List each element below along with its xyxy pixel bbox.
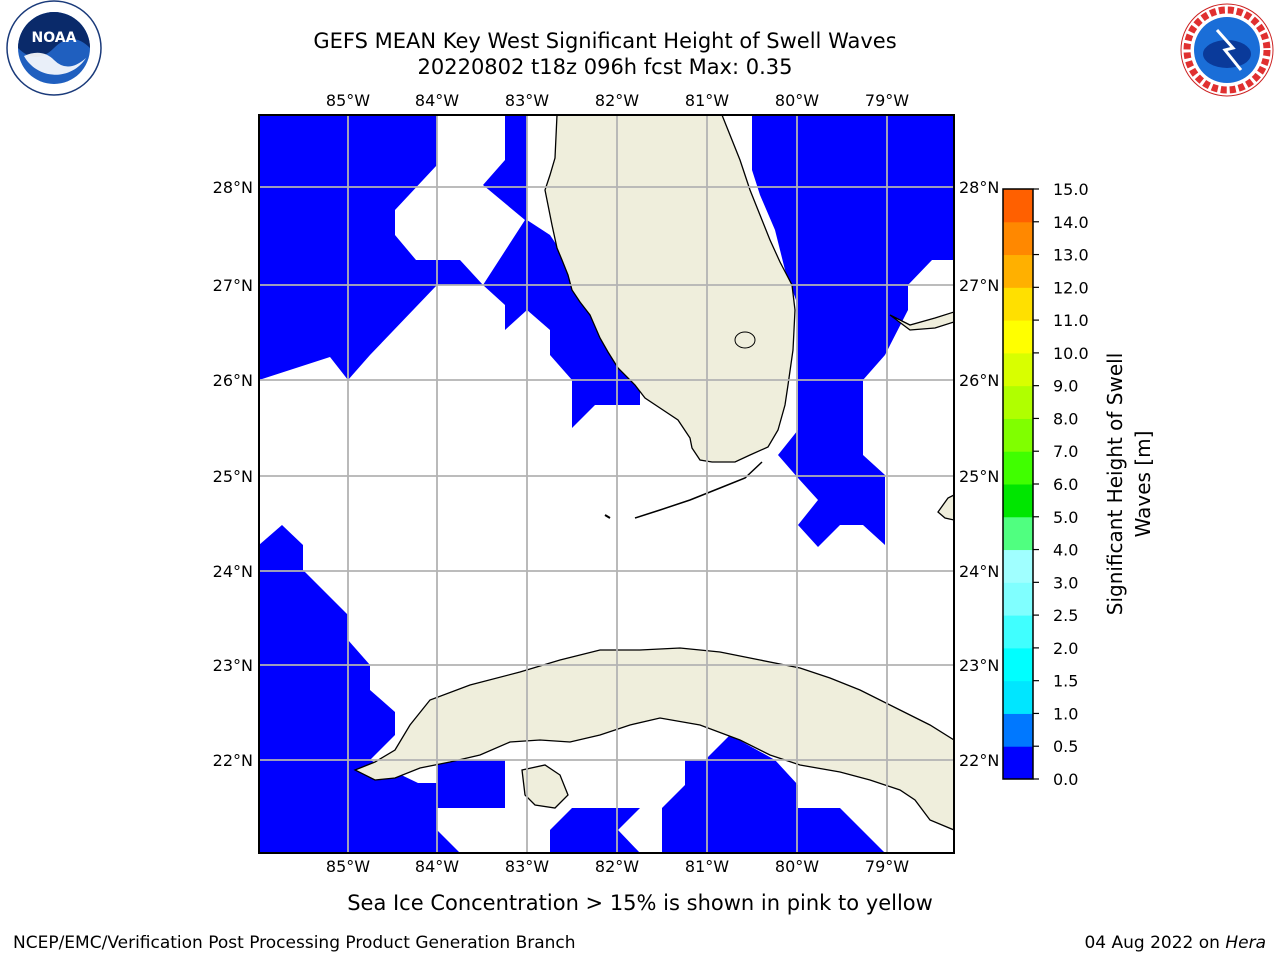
colorbar-segment <box>1003 254 1033 288</box>
lon-label: 79°W <box>865 91 909 110</box>
lat-label: 22°N <box>959 751 999 770</box>
lat-label: 24°N <box>213 562 253 581</box>
colorbar-segment <box>1003 385 1033 419</box>
colorbar-tick-label: 10.0 <box>1053 344 1089 363</box>
lat-label: 26°N <box>959 371 999 390</box>
colorbar-tick-label: 1.0 <box>1053 704 1078 723</box>
colorbar-segment <box>1003 320 1033 354</box>
graticule <box>259 115 954 853</box>
lon-label: 80°W <box>775 857 819 876</box>
colorbar-segment <box>1003 352 1033 387</box>
colorbar-segment <box>1003 582 1033 616</box>
lon-label: 83°W <box>505 91 549 110</box>
colorbar-tick-label: 9.0 <box>1053 377 1078 396</box>
lon-labels-top: 85°W 84°W 83°W 82°W 81°W 80°W 79°W <box>326 91 909 110</box>
map-frame <box>258 114 955 854</box>
colorbar-tick-label: 11.0 <box>1053 311 1089 330</box>
lon-labels-bottom: 85°W 84°W 83°W 82°W 81°W 80°W 79°W <box>326 857 909 876</box>
colorbar-segment <box>1003 451 1033 485</box>
colorbar-segment <box>1003 287 1033 321</box>
colorbar-tick-label: 0.5 <box>1053 737 1078 756</box>
colorbar-title: Significant Height of Swell Waves [m] <box>1103 353 1155 615</box>
lat-label: 27°N <box>959 276 999 295</box>
colorbar-segment <box>1003 680 1033 714</box>
chart-title: GEFS MEAN Key West Significant Height of… <box>313 29 897 53</box>
bahamas-island <box>889 311 954 331</box>
sea-ice-note: Sea Ice Concentration > 15% is shown in … <box>347 891 933 915</box>
cuba-land <box>353 647 954 831</box>
florida-land <box>544 115 796 463</box>
colorbar-title-line2: Waves [m] <box>1131 431 1155 538</box>
lon-label: 81°W <box>685 91 729 110</box>
colorbar-segment <box>1003 549 1033 583</box>
colorbar-tick-label: 1.5 <box>1053 672 1078 691</box>
lon-label: 85°W <box>326 857 370 876</box>
nws-logo <box>1180 3 1274 97</box>
colorbar-tick-label: 7.0 <box>1053 442 1078 461</box>
swell-field <box>259 115 954 853</box>
noaa-logo-text: NOAA <box>32 30 77 46</box>
lat-label: 24°N <box>959 562 999 581</box>
lat-label: 23°N <box>213 656 253 675</box>
colorbar-tick-label: 2.5 <box>1053 606 1078 625</box>
footer-host: Hera <box>1225 933 1266 953</box>
lon-label: 82°W <box>595 857 639 876</box>
colorbar-segment <box>1003 647 1033 682</box>
footer-date-text: 04 Aug 2022 on <box>1084 933 1226 953</box>
footer-credit: NCEP/EMC/Verification Post Processing Pr… <box>13 933 576 953</box>
lat-label: 28°N <box>959 178 999 197</box>
lat-label: 23°N <box>959 656 999 675</box>
lat-label: 25°N <box>213 467 253 486</box>
lat-label: 22°N <box>213 751 253 770</box>
colorbar <box>1003 189 1033 780</box>
lon-label: 79°W <box>865 857 909 876</box>
colorbar-tick-label: 4.0 <box>1053 541 1078 560</box>
lon-label: 80°W <box>775 91 819 110</box>
colorbar-segment <box>1003 484 1033 518</box>
lon-label: 82°W <box>595 91 639 110</box>
colorbar-tick-label: 0.0 <box>1053 770 1078 789</box>
colorbar-tick-label: 6.0 <box>1053 475 1078 494</box>
colorbar-tick-label: 13.0 <box>1053 246 1089 265</box>
lat-label: 26°N <box>213 371 253 390</box>
lat-label: 28°N <box>213 178 253 197</box>
colorbar-tick-label: 15.0 <box>1053 180 1089 199</box>
colorbar-tick-label: 3.0 <box>1053 573 1078 592</box>
colorbar-tick-label: 12.0 <box>1053 278 1089 297</box>
colorbar-tick-label: 14.0 <box>1053 213 1089 232</box>
lon-label: 84°W <box>415 857 459 876</box>
colorbar-ticks: 0.0 0.5 1.0 1.5 2.0 2.5 3.0 4.0 5.0 6.0 7.0 8.0 9.0 1… <box>1033 180 1089 789</box>
key-west <box>604 514 611 519</box>
lat-label: 27°N <box>213 276 253 295</box>
lat-labels-right: 28°N 27°N 26°N 25°N 24°N 23°N 22°N <box>959 178 999 770</box>
colorbar-segment <box>1003 615 1033 649</box>
lon-label: 81°W <box>685 857 729 876</box>
lat-label: 25°N <box>959 467 999 486</box>
colorbar-segment <box>1003 516 1033 551</box>
colorbar-tick-label: 2.0 <box>1053 639 1078 658</box>
colorbar-tick-label: 8.0 <box>1053 409 1078 428</box>
colorbar-segment <box>1003 746 1033 780</box>
colorbar-segment <box>1003 189 1033 223</box>
noaa-logo: NOAA <box>6 0 102 96</box>
land <box>353 115 954 831</box>
colorbar-segment <box>1003 418 1033 452</box>
lat-labels-left: 28°N 27°N 26°N 25°N 24°N 23°N 22°N <box>213 178 253 770</box>
chart-subtitle: 20220802 t18z 096h fcst Max: 0.35 <box>417 55 793 79</box>
colorbar-tick-label: 5.0 <box>1053 508 1078 527</box>
footer-date: 04 Aug 2022 on Hera <box>1084 933 1266 953</box>
colorbar-segment <box>1003 713 1033 747</box>
lon-label: 84°W <box>415 91 459 110</box>
colorbar-segment <box>1003 221 1033 256</box>
lake-okeechobee <box>734 331 756 349</box>
lon-label: 85°W <box>326 91 370 110</box>
bahamas-island-2 <box>937 494 954 521</box>
colorbar-title-line1: Significant Height of Swell <box>1103 353 1127 615</box>
lon-label: 83°W <box>505 857 549 876</box>
